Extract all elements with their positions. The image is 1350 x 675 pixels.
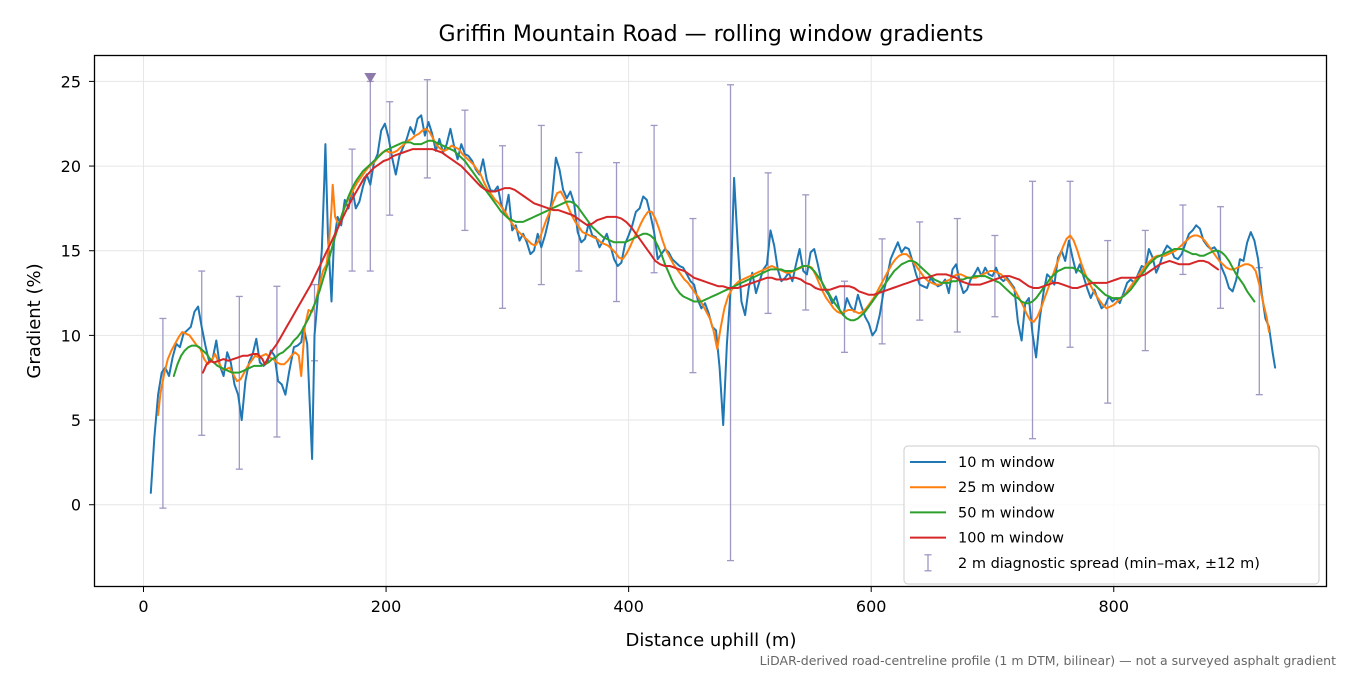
grid-lines [95,56,1326,586]
plot-frame [93,54,1328,588]
series-layer [149,114,1277,494]
error-bar [1104,239,1112,404]
legend-swatch [924,554,932,572]
max-gradient-marker [364,73,377,84]
error-bar [575,151,583,272]
error-bar [1179,204,1187,276]
error-bar [1066,180,1074,348]
y-tick-label: 20 [61,157,81,176]
error-bar [1141,229,1149,352]
error-bar [689,217,697,374]
series-line-3 [172,139,1256,377]
y-axis-ticks: 0 5 10 15 20 25 [61,72,95,515]
y-tick-label: 15 [61,242,81,261]
error-bar [1029,180,1037,440]
legend-label: 100 m window [958,531,1064,547]
x-tick-label: 400 [613,597,644,616]
error-bar [802,194,810,311]
error-bar [499,145,507,309]
legend: 10 m window 25 m window 50 m window 100 m w… [903,445,1320,585]
x-tick-label: 600 [856,597,887,616]
x-tick-label: 800 [1098,597,1129,616]
error-bar [159,317,167,509]
x-axis-label: Distance uphill (m) [626,630,797,651]
y-tick-label: 25 [61,72,81,91]
legend-label: 2 m diagnostic spread (min–max, ±12 m) [958,556,1260,572]
error-bar [235,295,243,470]
error-bar [727,84,735,562]
error-bar [764,172,772,315]
series-line-2 [157,127,1270,416]
x-tick-label: 200 [371,597,402,616]
error-bar [613,162,621,303]
y-tick-label: 5 [71,411,81,430]
error-bar [1216,206,1224,309]
error-bar [991,234,999,318]
legend-label: 10 m window [958,455,1055,471]
error-bar [348,148,356,272]
x-tick-label: 0 [138,597,148,616]
series-line-1 [149,114,1277,494]
max-marker-layer [364,73,377,84]
chart-title: Griffin Mountain Road — rolling window g… [439,22,984,47]
legend-label: 25 m window [958,480,1055,496]
series-line-4 [201,148,1220,374]
y-axis-label: Gradient (%) [24,263,45,378]
legend-label: 50 m window [958,505,1055,521]
y-tick-label: 0 [71,496,81,515]
error-bar [650,124,658,274]
y-tick-label: 10 [61,326,81,345]
x-axis-ticks: 0 200 400 600 800 [138,586,1129,616]
legend-box [903,445,1320,585]
footnote: LiDAR-derived road-centreline profile (1… [760,653,1336,668]
